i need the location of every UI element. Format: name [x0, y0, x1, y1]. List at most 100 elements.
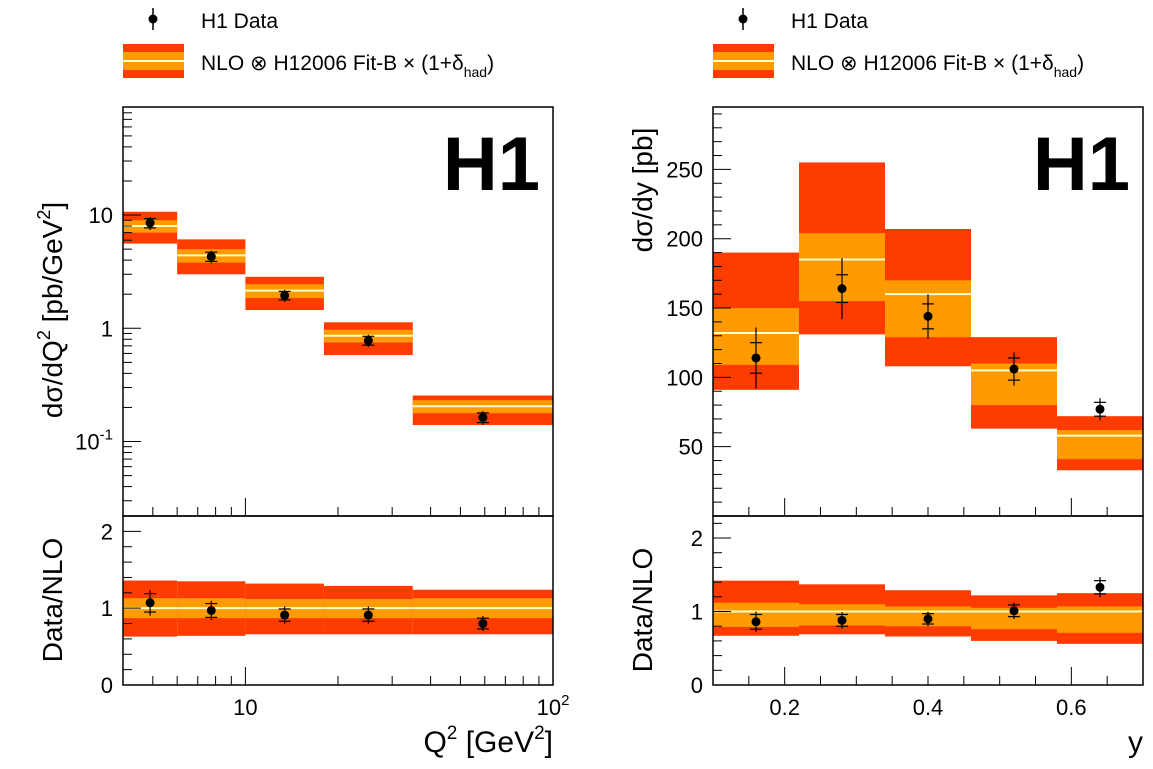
q2-main-point-4 — [476, 411, 489, 425]
q2-x-tick-label-exp: 2 — [561, 692, 569, 709]
y-ratio-bin-4 — [1057, 593, 1143, 644]
y-x-axis-title: y — [1128, 726, 1143, 759]
y-y-tick-label: 50 — [679, 435, 703, 460]
q2-ratio-y-axis-title: Data/NLO — [37, 538, 68, 663]
q2-x-tick-label-base: 10 — [537, 695, 561, 720]
q2-y-tick-label-exp: -1 — [100, 427, 113, 444]
y-ratio-point-4 — [1094, 576, 1106, 598]
y-ratio-y-axis-title: Data/NLO — [627, 548, 658, 673]
q2-main-point-2 — [278, 289, 291, 302]
y-main-plot-area — [713, 162, 1143, 471]
y-ratio-data-marker — [751, 617, 761, 627]
y-y-tick-label: 200 — [666, 227, 703, 252]
y-ratio-plot-area — [713, 576, 1143, 644]
q2-x-axis-title: Q2 [GeV2] — [423, 723, 553, 759]
q2-x-tick-label-base: 10 — [233, 695, 257, 720]
q2-main-point-0 — [144, 216, 157, 230]
y-main-bin-4 — [1057, 416, 1143, 471]
y-y-tick-label: 150 — [666, 296, 703, 321]
y-axes: 0.2 0.4 0.6 50 100 150 200 250 0 1 2 dσ/dy [pb] Data… — [627, 113, 1144, 759]
q2-x-axis-title-sup: 2 — [447, 723, 458, 744]
y-main-point-0 — [750, 327, 762, 389]
q2-ratio-point-3 — [362, 606, 375, 624]
q2-y-tick-label-base: 1 — [101, 316, 113, 341]
legend-label-nlo: NLO ⊗ H12006 Fit-B × (1+δhad) — [791, 52, 1084, 80]
y-ratio-point-2 — [922, 611, 934, 627]
q2-y-tick-label: 10-1 — [75, 427, 113, 455]
q2-ratio-point-0 — [144, 589, 157, 616]
legend-label-nlo-sub: had — [464, 64, 487, 80]
q2-y-tick-label: 1 — [101, 316, 113, 341]
q2-ratio-point-2 — [278, 606, 291, 624]
y-x-tick-label: 0.2 — [769, 695, 800, 720]
y-main-point-4 — [1094, 398, 1106, 421]
y-ratio-data-marker — [923, 614, 933, 624]
y-main-data-marker — [751, 353, 761, 363]
legend-entry-nlo: NLO ⊗ H12006 Fit-B × (1+δhad) — [123, 44, 494, 80]
y-ratio-y-tick-label: 2 — [691, 526, 703, 551]
y-ratio-data-marker — [1095, 582, 1105, 592]
legend-label-nlo-sub: had — [1054, 64, 1077, 80]
legend-label-nlo-main: NLO ⊗ H12006 Fit-B × (1+δ — [201, 52, 464, 75]
y-y-tick-label: 100 — [666, 365, 703, 390]
y-main-data-marker — [837, 284, 847, 294]
legend-label-h1-data: H1 Data — [791, 10, 868, 33]
q2-main-data-marker — [478, 413, 488, 423]
legend-label-h1-data: H1 Data — [201, 10, 278, 33]
legend-label-nlo: NLO ⊗ H12006 Fit-B × (1+δhad) — [201, 52, 494, 80]
q2-y-axis-title-sup: 2 — [34, 330, 54, 340]
q2-y-axis-title-mid: [pb/GeV — [37, 219, 68, 330]
legend-label-nlo-end: ) — [487, 52, 494, 75]
y-y-tick-label: 250 — [666, 157, 703, 182]
legend-label-nlo-end: ) — [1077, 52, 1084, 75]
legend: H1 Data NLO ⊗ H12006 Fit-B × (1+δhad) — [123, 8, 494, 80]
q2-y-axis-title-end: ] — [37, 202, 68, 210]
y-main-data-marker — [1009, 364, 1019, 374]
y-ratio-point-1 — [836, 612, 848, 629]
q2-y-axis-title-main: dσ/dQ — [37, 340, 68, 418]
q2-y-tick-label: 10 — [89, 203, 113, 228]
y-h1-logo: H1 — [1033, 122, 1130, 207]
y-main-point-2 — [922, 294, 934, 339]
legend-data-marker-icon — [148, 14, 158, 24]
y-main-inner-band — [1057, 430, 1143, 460]
q2-main-point-1 — [205, 250, 218, 264]
q2-main-data-marker — [206, 252, 216, 262]
legend-entry-h1-data: H1 Data — [738, 8, 868, 33]
q2-main-data-marker — [145, 218, 155, 228]
q2-ratio-data-marker — [363, 610, 373, 620]
y-y-axis-title: dσ/dy [pb] — [627, 128, 658, 253]
q2-ratio-point-4 — [476, 616, 489, 632]
y-ratio-inner-band — [1057, 606, 1143, 633]
q2-ratio-y-tick-label: 0 — [101, 673, 113, 698]
q2-ratio-data-marker — [280, 610, 290, 620]
legend-entry-h1-data: H1 Data — [148, 8, 278, 33]
q2-y-tick-label-base: 10 — [89, 203, 113, 228]
y-main-point-3 — [1008, 352, 1020, 386]
q2-main-data-marker — [363, 336, 373, 346]
y-x-axis-title-main: y — [1128, 726, 1143, 759]
q2-y-tick-label-base: 10 — [75, 430, 99, 455]
q2-y-axis-title-sup2: 2 — [34, 210, 54, 220]
q2-x-axis-title-end: ] — [545, 726, 553, 759]
q2-ratio-data-marker — [206, 605, 216, 615]
q2-main-plot-area — [123, 211, 553, 425]
y-ratio-data-marker — [837, 615, 847, 625]
q2-x-axis-title-sup2: 2 — [534, 723, 545, 744]
q2-ratio-plot-area — [123, 580, 553, 637]
legend: H1 Data NLO ⊗ H12006 Fit-B × (1+δhad) — [713, 8, 1084, 80]
q2-h1-logo: H1 — [443, 122, 540, 207]
legend-entry-nlo: NLO ⊗ H12006 Fit-B × (1+δhad) — [713, 44, 1084, 80]
legend-data-marker-icon — [738, 14, 748, 24]
y-ratio-data-marker — [1009, 606, 1019, 616]
q2-x-axis-title-main: Q — [423, 726, 446, 759]
q2-y-axis-title: dσ/dQ2 [pb/GeV2] — [34, 202, 68, 418]
q2-ratio-data-marker — [478, 619, 488, 629]
y-ratio-point-3 — [1008, 602, 1020, 620]
q2-x-tick-label: 10 — [233, 695, 257, 720]
q2-ratio-y-tick-label: 2 — [101, 519, 113, 544]
